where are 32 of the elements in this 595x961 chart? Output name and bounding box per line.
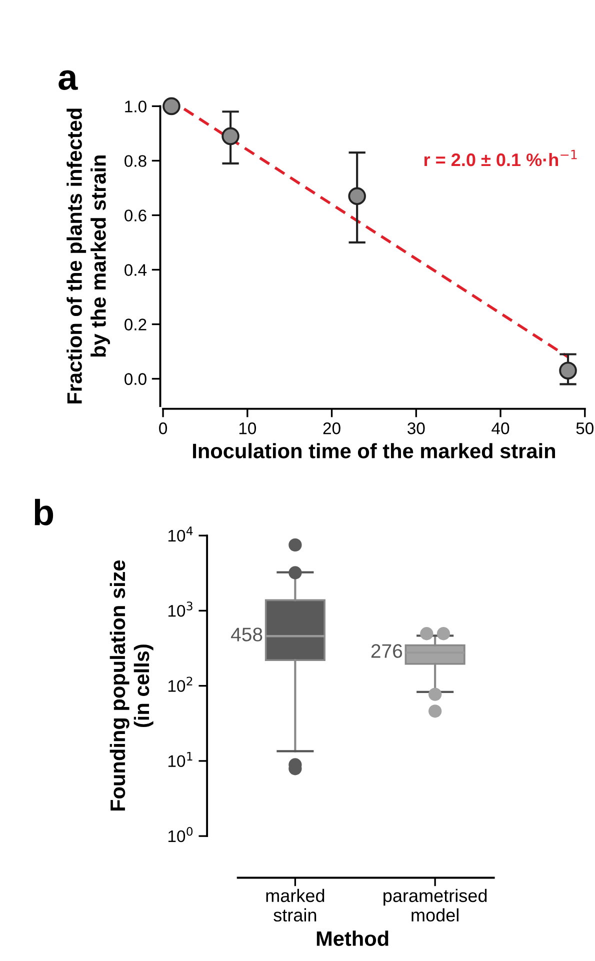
point — [348, 187, 366, 206]
text: b — [34, 498, 54, 526]
x-tick-label: 30 — [408, 422, 425, 434]
x-tick-label: 40 — [492, 422, 510, 434]
point — [162, 97, 180, 116]
x-tick-label: marked strain — [266, 888, 324, 922]
y-tick-label: 10$^{3}$ — [168, 602, 192, 617]
y-tick-label: 0.0 — [124, 373, 146, 385]
y-tick-label: 10$^{4}$ — [168, 526, 193, 542]
y-tick-label: 0.6 — [124, 210, 146, 222]
x-tick-label: parametrised model — [384, 888, 487, 922]
x-tick-label: 10 — [239, 422, 256, 434]
point — [559, 362, 577, 380]
x-tick-label: 20 — [323, 422, 340, 434]
x-tick-label: 50 — [576, 422, 594, 434]
annotation: 458 — [231, 628, 262, 642]
text: a — [58, 70, 78, 90]
y-tick-label: 10$^{2}$ — [168, 676, 192, 692]
y-axis-title: Fraction of the plants infected by the marked strain — [66, 108, 110, 404]
y-tick-label: 0.2 — [124, 318, 146, 330]
x-axis-title: Inoculation time of the marked strain — [193, 443, 555, 458]
y-tick-label: 1.0 — [125, 100, 146, 112]
y-tick-label: 10$^{1}$ — [168, 752, 192, 768]
y-axis-title: Founding population size (in cells) — [110, 560, 154, 811]
y-tick-label: 0.8 — [124, 155, 146, 167]
y-tick-label: 0.4 — [124, 264, 147, 276]
point — [222, 127, 240, 146]
x-axis-title: Method — [316, 930, 388, 946]
x-tick-label: 0 — [159, 422, 168, 434]
annotation: r = 2.0 ± 0.1 %·h$^{−1}$ — [424, 150, 577, 166]
y-tick-label: 10$^{0}$ — [168, 826, 193, 842]
annotation: 276 — [371, 644, 402, 658]
